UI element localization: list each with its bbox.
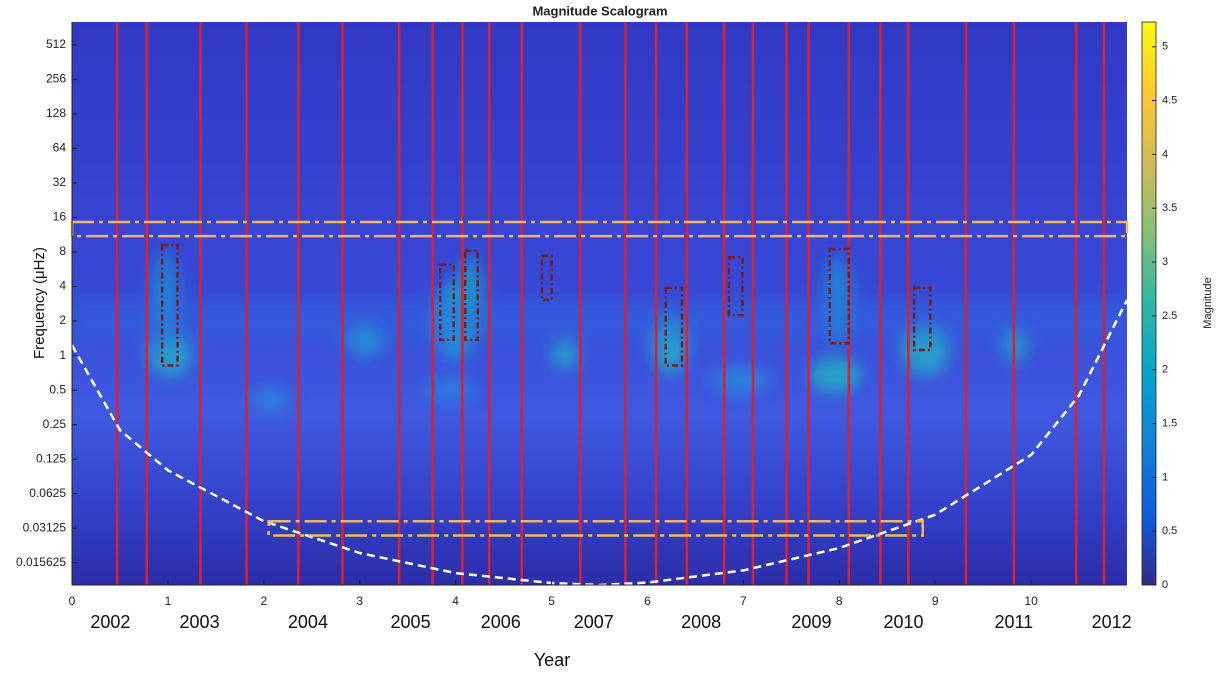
year-label: 2002 (90, 612, 130, 632)
band-outline (267, 519, 924, 537)
y-tick-label: 0.0625 (29, 486, 66, 500)
y-tick-label: 16 (53, 210, 67, 224)
year-label: 2007 (574, 612, 614, 632)
y-tick-label: 32 (53, 175, 67, 189)
y-tick-label: 64 (53, 141, 67, 155)
highlight-box (439, 263, 455, 342)
x-tick-label: 10 (1024, 594, 1038, 608)
y-tick-label: 0.125 (36, 451, 66, 465)
plot-marks (70, 22, 1129, 587)
y-tick-label: 256 (46, 72, 66, 86)
highlight-box (912, 286, 932, 352)
y-tick-label: 128 (46, 106, 66, 120)
y-tick-label: 1 (59, 348, 66, 362)
year-label: 2008 (681, 612, 721, 632)
x-tick-label: 3 (356, 594, 363, 608)
highlight-box (463, 249, 479, 342)
year-label: 2003 (180, 612, 220, 632)
colorbar-tick-label: 2 (1162, 364, 1168, 376)
colorbar-tick-label: 3.5 (1162, 202, 1177, 214)
x-tick-label: 4 (452, 594, 459, 608)
year-label: 2012 (1092, 612, 1132, 632)
y-tick-label: 0.015625 (16, 555, 66, 569)
colorbar-tick-label: 1 (1162, 471, 1168, 483)
highlight-box (540, 254, 553, 302)
y-tick-label: 0.25 (43, 417, 67, 431)
x-tick-label: 0 (69, 594, 76, 608)
x-tick-label: 2 (260, 594, 267, 608)
colorbar-tick-label: 2.5 (1162, 310, 1177, 322)
colorbar-tick-label: 3 (1162, 256, 1168, 268)
x-tick-label: 1 (165, 594, 172, 608)
year-label: 2004 (288, 612, 328, 632)
highlight-box (828, 247, 851, 345)
colorbar-tick-label: 4.5 (1162, 94, 1177, 106)
year-label: 2011 (994, 612, 1033, 632)
x-tick-label: 5 (548, 594, 555, 608)
highlight-box (727, 256, 744, 317)
y-tick-label: 0.03125 (23, 520, 67, 534)
y-axis-label: Frequency (μHz) (31, 247, 48, 359)
colorbar-tick-label: 0 (1162, 579, 1168, 591)
x-tick-label: 7 (740, 594, 747, 608)
colorbar-tick-label: 4 (1162, 148, 1168, 160)
colorbar-tick-label: 5 (1162, 41, 1168, 53)
y-tick-label: 0.5 (49, 382, 66, 396)
x-tick-label: 6 (644, 594, 651, 608)
highlight-box (160, 243, 179, 367)
highlight-box (664, 286, 684, 367)
x-tick-label: 9 (932, 594, 939, 608)
x-axis-label: Year (534, 650, 570, 670)
colorbar-tick-label: 0.5 (1162, 525, 1177, 537)
colorbar (1141, 21, 1157, 586)
y-tick-label: 2 (59, 313, 66, 327)
year-label: 2006 (481, 612, 521, 632)
year-label: 2009 (791, 612, 831, 632)
year-label: 2005 (391, 612, 431, 632)
year-label: 2010 (884, 612, 924, 632)
colorbar-tick-label: 1.5 (1162, 417, 1177, 429)
colorbar-label: Magnitude (1202, 277, 1214, 328)
chart-title: Magnitude Scalogram (532, 3, 667, 18)
y-tick-label: 4 (59, 279, 66, 293)
y-tick-label: 512 (46, 37, 66, 51)
y-tick-label: 8 (59, 244, 66, 258)
x-tick-label: 8 (836, 594, 843, 608)
